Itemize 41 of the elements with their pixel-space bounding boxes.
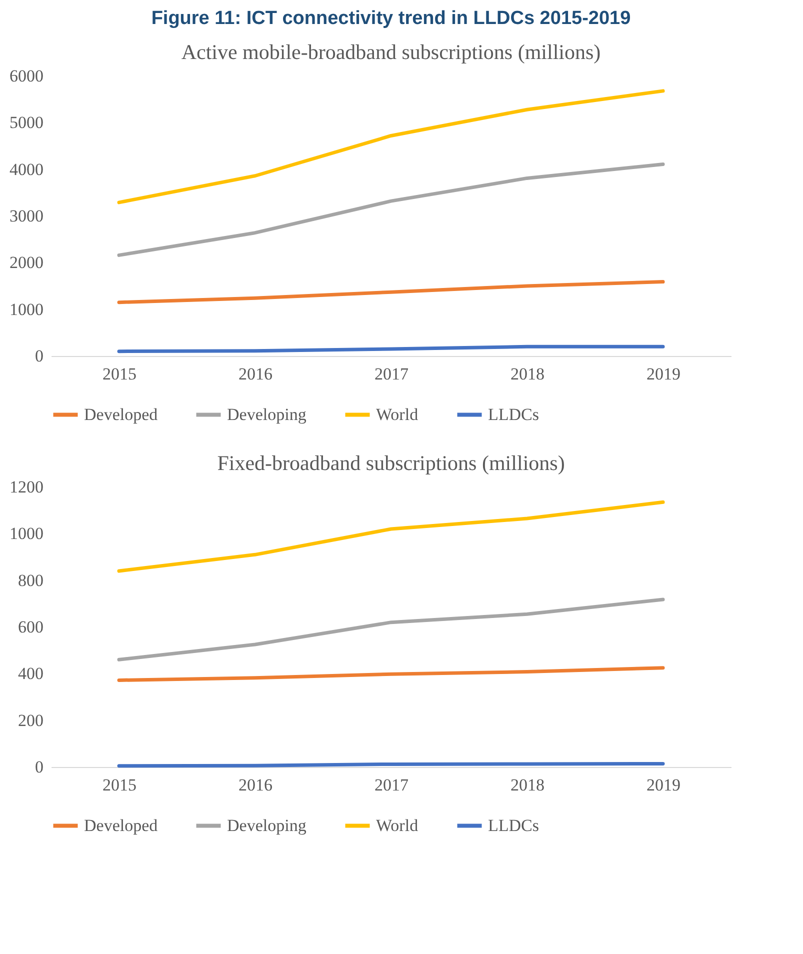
x-tick-label: 2019 <box>646 776 680 794</box>
y-tick-label: 0 <box>35 346 44 366</box>
y-tick-label: 6000 <box>10 66 44 86</box>
y-tick-label: 1200 <box>10 478 44 496</box>
y-tick-label: 0 <box>35 758 44 776</box>
y-tick-label: 2000 <box>10 253 44 272</box>
line-series <box>117 598 665 662</box>
x-tick-label: 2015 <box>102 776 136 794</box>
y-tick-label: 400 <box>18 664 44 684</box>
line-series <box>117 89 665 204</box>
line-series <box>117 500 665 573</box>
x-tick-label: 2015 <box>102 364 136 384</box>
legend-label: Developing <box>227 816 307 835</box>
legend-label: World <box>376 816 419 835</box>
y-tick-label: 1000 <box>10 300 44 319</box>
legend-label: LLDCs <box>488 404 539 424</box>
legend-label: LLDCs <box>488 816 539 835</box>
line-series <box>117 666 665 682</box>
y-tick-label: 800 <box>18 570 44 590</box>
y-tick-label: 3000 <box>10 206 44 226</box>
x-tick-label: 2018 <box>510 364 544 384</box>
y-tick-label: 5000 <box>10 113 44 132</box>
chart-subtitle: Active mobile-broadband subscriptions (millions) <box>181 40 601 64</box>
legend-label: World <box>376 404 419 424</box>
x-tick-label: 2018 <box>510 776 544 794</box>
y-tick-label: 4000 <box>10 160 44 179</box>
legend-label: Developed <box>84 404 158 424</box>
x-tick-label: 2017 <box>374 776 409 794</box>
x-tick-label: 2019 <box>646 364 680 384</box>
legend-label: Developing <box>227 404 307 424</box>
chart-title: Fixed-broadband subscriptions (millions) <box>217 451 565 475</box>
line-series <box>117 162 665 257</box>
legend-label: Developed <box>84 816 158 835</box>
y-tick-label: 1000 <box>10 524 44 544</box>
y-tick-label: 200 <box>18 710 44 730</box>
x-tick-label: 2016 <box>238 776 272 794</box>
chart-title: Figure 11: ICT connectivity trend in LLDCs 2015-2019 <box>151 8 631 29</box>
y-tick-label: 600 <box>18 618 44 636</box>
x-tick-label: 2016 <box>238 364 272 384</box>
line-series <box>117 280 665 304</box>
x-tick-label: 2017 <box>374 364 409 384</box>
